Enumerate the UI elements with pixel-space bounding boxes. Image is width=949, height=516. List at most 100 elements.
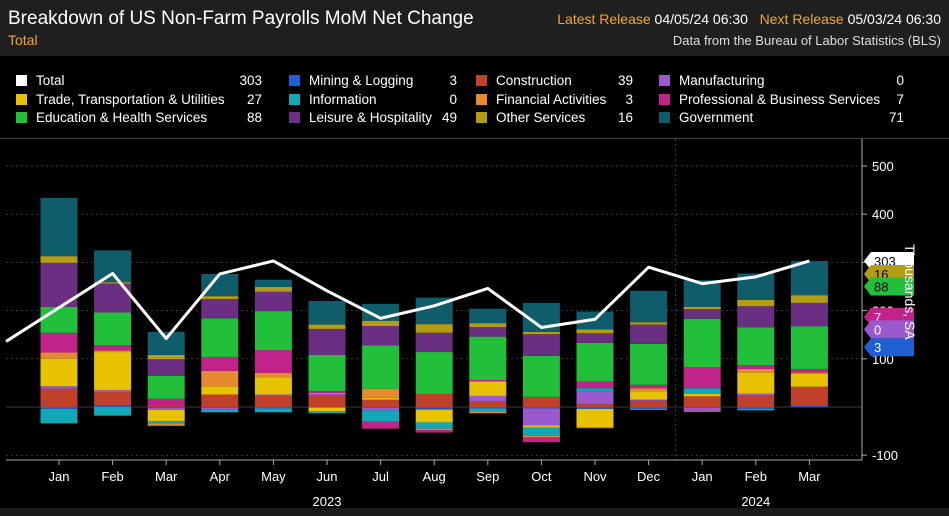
bar-segment xyxy=(147,420,185,424)
marker-tag xyxy=(864,320,914,339)
bar-segment xyxy=(201,409,239,413)
legend-item-12: Government 71 xyxy=(659,109,904,127)
bar-segment xyxy=(683,306,721,310)
x-tick-label: Feb xyxy=(101,469,123,484)
legend-swatch xyxy=(476,93,487,105)
legend-label: Trade, Transportation & Utilities xyxy=(36,91,225,107)
bar-segment xyxy=(94,405,132,407)
bar-segment xyxy=(790,260,828,296)
legend-item-3: Construction 39 xyxy=(476,72,633,90)
bar-segment xyxy=(254,395,292,407)
legend-item-5: Trade, Transportation & Utilities 27 xyxy=(16,91,262,109)
legend-swatch xyxy=(289,93,300,105)
bar-segment xyxy=(308,393,346,395)
bar-segment xyxy=(469,336,507,381)
bar-segment xyxy=(94,350,132,353)
footer-bar xyxy=(0,508,949,516)
bar-segment xyxy=(737,365,775,369)
bar-segment xyxy=(40,386,78,389)
bar-segment xyxy=(469,395,507,402)
bar-segment xyxy=(415,430,453,433)
bar-segment xyxy=(254,279,292,287)
x-tick-label: Apr xyxy=(210,469,231,484)
y-tick-label: 400 xyxy=(872,207,894,222)
bar-segment xyxy=(94,282,132,284)
legend-value: 3 xyxy=(625,91,633,107)
bar-segment xyxy=(40,407,78,409)
bar-segment xyxy=(308,407,346,412)
bar-segment xyxy=(94,250,132,283)
right-value-marker: 3 xyxy=(864,338,914,357)
legend-value: 71 xyxy=(888,110,904,125)
bar-segment xyxy=(576,408,614,428)
bar-segment xyxy=(40,256,78,263)
bar-segment xyxy=(790,368,828,373)
bar-segment xyxy=(147,375,185,399)
right-value-marker: 88 xyxy=(864,277,914,296)
bar-segment xyxy=(362,410,400,422)
bar-segment xyxy=(147,354,185,360)
bar-segment xyxy=(308,324,346,329)
bar-segment xyxy=(201,370,239,387)
bar-segment xyxy=(630,399,668,401)
bar-segment xyxy=(630,322,668,325)
legend-item-8: Professional & Business Services 7 xyxy=(659,91,904,109)
marker-label: 3 xyxy=(874,340,881,355)
bar-segment xyxy=(94,407,132,416)
bar-segment xyxy=(469,408,507,412)
bar-segment xyxy=(40,408,78,424)
legend-label: Manufacturing xyxy=(679,73,765,88)
bar-segment xyxy=(40,358,78,387)
latest-release-value: 04/05/24 06:30 xyxy=(654,11,748,27)
chart-header: Breakdown of US Non-Farm Payrolls MoM Ne… xyxy=(0,0,949,56)
total-line xyxy=(5,259,810,343)
bar-segment xyxy=(630,343,668,385)
bar-segment xyxy=(576,391,614,405)
bar-segment xyxy=(362,397,400,400)
bar-segment xyxy=(522,407,560,409)
bar-segment xyxy=(683,318,721,367)
bar-segment xyxy=(40,352,78,359)
legend-swatch xyxy=(289,75,300,86)
bar-segment xyxy=(630,290,668,323)
legend-swatch xyxy=(659,112,670,123)
bar-segment xyxy=(683,366,721,389)
x-tick-label: Feb xyxy=(745,469,767,484)
bar-segment xyxy=(254,311,292,351)
bar-segment xyxy=(40,388,78,407)
bar-segment xyxy=(201,407,239,410)
bar-segment xyxy=(790,326,828,369)
marker-label: 88 xyxy=(874,280,888,295)
bar-segment xyxy=(630,408,668,410)
next-release-label: Next Release xyxy=(759,11,844,27)
bar-segment xyxy=(576,407,614,409)
bar-segment xyxy=(254,372,292,378)
bar-segment xyxy=(737,327,775,366)
next-release-value: 05/03/24 06:30 xyxy=(847,11,941,27)
data-source: Data from the Bureau of Labor Statistics… xyxy=(672,33,941,48)
bar-segment xyxy=(201,296,239,300)
right-value-marker: 0 xyxy=(864,320,914,339)
legend-value: 0 xyxy=(449,91,457,107)
bar-segment xyxy=(737,372,775,394)
x-tick-label: Jun xyxy=(317,469,338,484)
bar-segment xyxy=(147,407,185,410)
bar-segment xyxy=(147,407,185,408)
bar-segment xyxy=(683,407,721,411)
x-tick-label: May xyxy=(261,469,286,484)
legend-label: Education & Health Services xyxy=(36,110,208,125)
bar-segment xyxy=(308,394,346,407)
bar-segment xyxy=(308,393,346,394)
bar-segment xyxy=(576,427,614,429)
bar-segment xyxy=(469,407,507,409)
bar-segment xyxy=(415,332,453,353)
legend-label: Mining & Logging xyxy=(309,73,414,88)
bar-segment xyxy=(630,407,668,409)
bar-segment xyxy=(362,407,400,411)
legend-swatch xyxy=(16,112,27,123)
legend-label: Other Services xyxy=(496,110,586,125)
bar-segment xyxy=(254,291,292,312)
bar-segment xyxy=(94,345,132,351)
legend-value: 0 xyxy=(896,73,904,88)
bar-segment xyxy=(790,372,828,374)
